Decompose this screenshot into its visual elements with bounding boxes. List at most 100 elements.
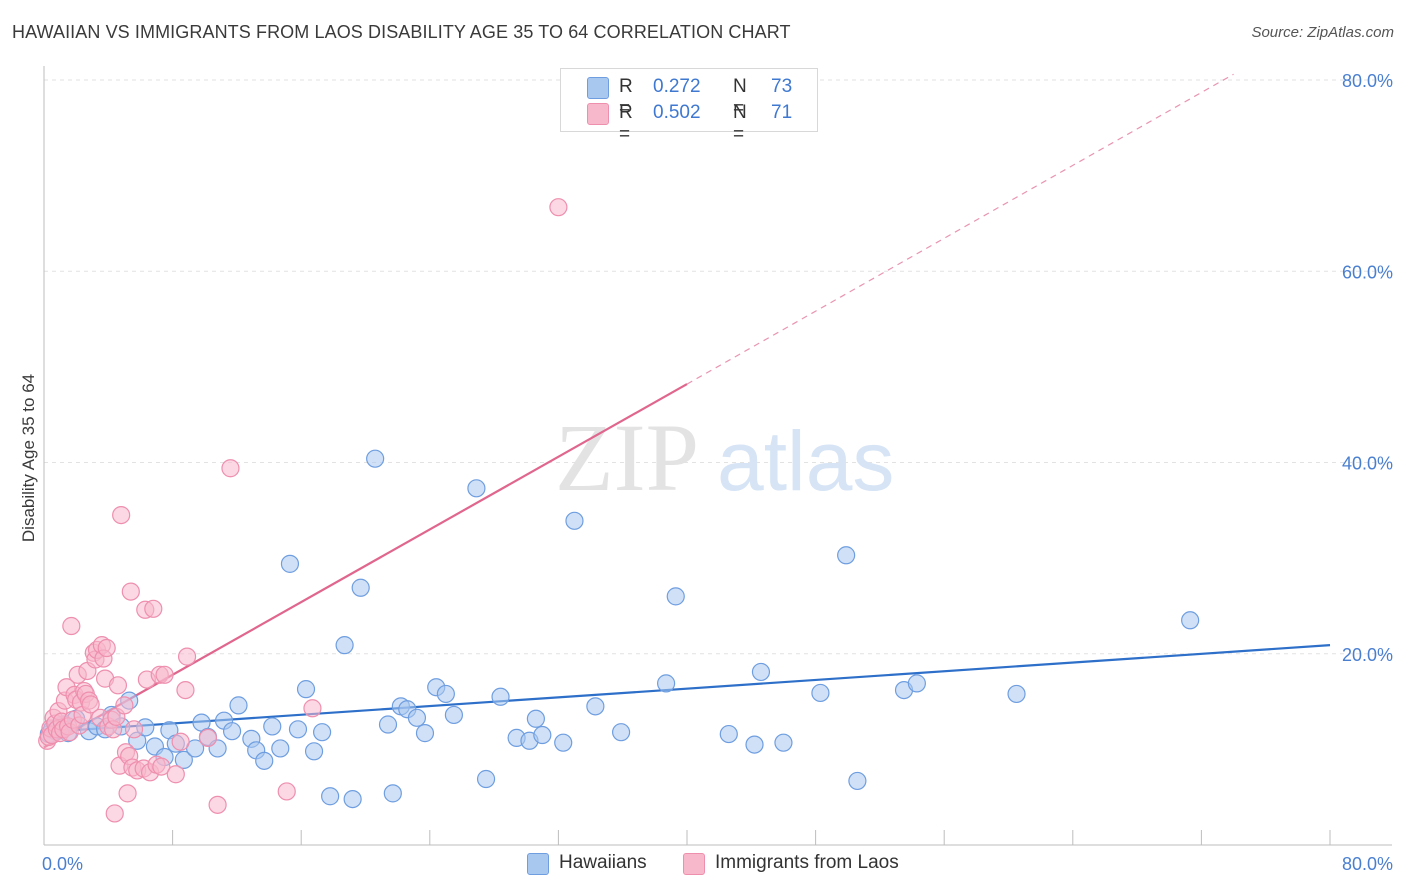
r-label: R = [619, 76, 633, 119]
data-point [152, 757, 171, 776]
data-point [221, 459, 240, 478]
r-label: R = [619, 102, 633, 145]
r-value: 0.502 [653, 102, 701, 123]
data-point [263, 717, 282, 736]
data-point [176, 680, 195, 700]
data-point [208, 795, 227, 814]
watermark: ZIP atlas [555, 404, 894, 511]
watermark-zip: ZIP [555, 404, 699, 511]
data-point [115, 696, 134, 715]
data-point [155, 665, 174, 684]
series-legend: Hawaiians Immigrants from Laos [0, 852, 1406, 878]
data-point [198, 728, 218, 748]
data-point [719, 724, 738, 744]
data-point [351, 578, 370, 597]
data-point [586, 697, 605, 716]
data-point [611, 723, 631, 742]
data-point [121, 582, 140, 601]
r-value: 0.272 [653, 76, 701, 97]
data-point [271, 739, 290, 758]
data-point [288, 720, 308, 739]
data-point [277, 782, 296, 801]
y-axis-label: Disability Age 35 to 64 [19, 374, 38, 542]
data-point [112, 505, 131, 525]
data-point [549, 198, 568, 217]
data-point [476, 769, 496, 789]
data-point [366, 449, 385, 468]
data-point [907, 674, 926, 693]
correlation-legend: R = 0.272 N = 73 R = 0.502 N = 71 [560, 68, 818, 145]
data-point [745, 735, 764, 754]
data-point [118, 784, 137, 803]
data-point [467, 479, 486, 498]
data-point [280, 554, 300, 573]
data-point [62, 616, 81, 636]
legend-swatch-hawaiians [527, 853, 549, 875]
chart-title: HAWAIIAN VS IMMIGRANTS FROM LAOS DISABIL… [12, 22, 791, 42]
data-point [383, 784, 402, 803]
y-tick-label: 80.0% [1342, 71, 1393, 91]
data-point [436, 684, 455, 704]
data-point [303, 699, 322, 718]
legend-label-hawaiians: Hawaiians [559, 852, 647, 873]
n-value: 73 [771, 76, 793, 97]
n-label: N = [733, 76, 747, 119]
data-point [774, 733, 793, 752]
data-point [166, 765, 185, 784]
y-tick-label: 60.0% [1342, 262, 1393, 282]
data-point [491, 687, 510, 706]
trend-line-laos-extension [686, 73, 1234, 385]
legend-swatch-laos [587, 103, 609, 125]
data-point [848, 771, 867, 791]
x-tick-label: 0.0% [42, 854, 83, 874]
data-point [108, 676, 128, 695]
data-point [144, 599, 163, 618]
data-point [321, 787, 340, 806]
data-point [105, 804, 124, 823]
data-point [751, 662, 771, 682]
trend-line-hawaiians [43, 644, 1331, 734]
axes [43, 66, 1392, 846]
data-point [378, 715, 398, 734]
data-point [296, 680, 316, 699]
y-tick-label: 20.0% [1342, 645, 1393, 665]
data-point [407, 708, 427, 727]
data-point [1007, 684, 1026, 704]
data-point [526, 709, 545, 728]
data-point [415, 724, 435, 743]
data-point [565, 511, 584, 530]
data-point [657, 674, 676, 693]
data-point [222, 722, 242, 741]
data-point [312, 723, 332, 742]
data-point [97, 638, 116, 658]
data-point [81, 695, 100, 714]
x-tick-label: 80.0% [1342, 854, 1393, 874]
tick-labels: 20.0% 40.0% 60.0% 80.0% 0.0% 80.0% [42, 71, 1393, 874]
data-point [533, 725, 552, 745]
y-tick-label: 40.0% [1342, 454, 1393, 474]
data-point [255, 751, 274, 770]
data-point [837, 546, 856, 565]
data-point [177, 647, 197, 666]
data-point [229, 696, 248, 715]
trend-line-laos [43, 383, 688, 749]
data-point [335, 636, 354, 655]
data-point [666, 587, 685, 606]
data-point [444, 705, 464, 725]
legend-swatch-hawaiians [587, 77, 609, 99]
data-point [124, 720, 144, 739]
series-laos [38, 198, 568, 823]
watermark-atlas: atlas [717, 414, 894, 508]
n-value: 71 [771, 102, 793, 123]
gridlines [44, 79, 1392, 655]
legend-swatch-laos [683, 853, 705, 875]
source-label: Source: ZipAtlas.com [1251, 24, 1394, 41]
legend-label-laos: Immigrants from Laos [715, 852, 899, 873]
data-point [811, 683, 830, 703]
data-point [304, 742, 324, 761]
data-point [554, 733, 573, 752]
data-point [1181, 611, 1200, 630]
data-point [343, 789, 362, 809]
n-label: N = [733, 102, 747, 145]
